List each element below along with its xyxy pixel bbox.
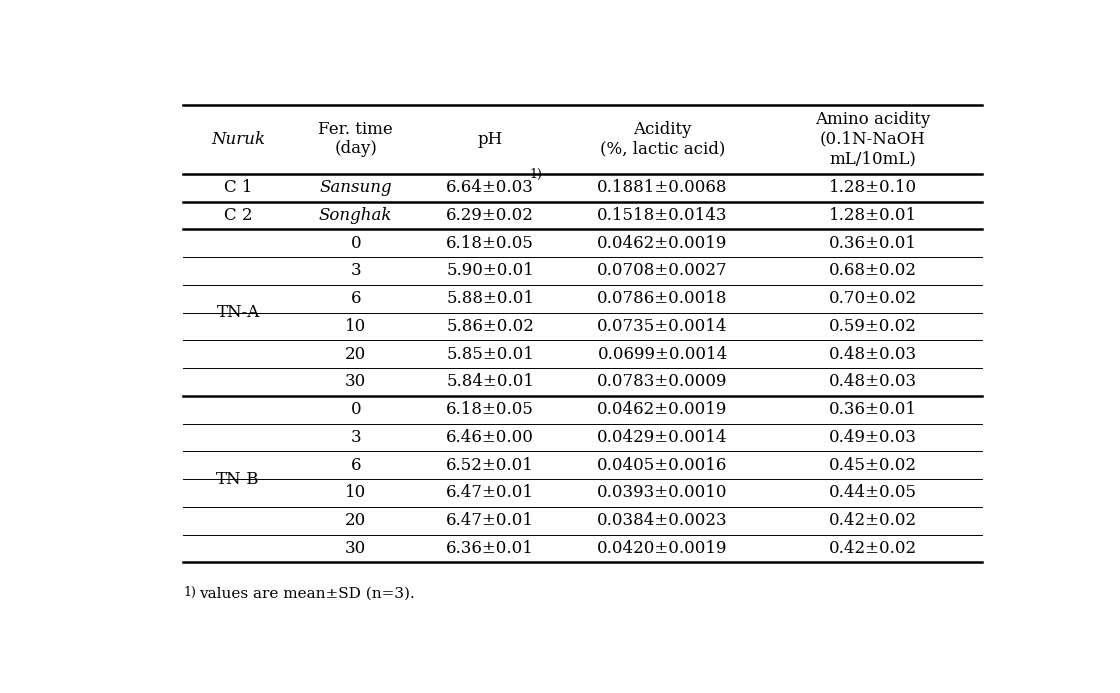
- Text: 20: 20: [345, 346, 366, 362]
- Text: 10: 10: [345, 484, 366, 502]
- Text: 30: 30: [345, 540, 366, 557]
- Text: 5.90±0.01: 5.90±0.01: [446, 263, 534, 279]
- Text: 0.48±0.03: 0.48±0.03: [829, 374, 917, 390]
- Text: 0.44±0.05: 0.44±0.05: [829, 484, 916, 502]
- Text: 0.59±0.02: 0.59±0.02: [829, 318, 916, 335]
- Text: 0.0462±0.0019: 0.0462±0.0019: [597, 401, 728, 419]
- Text: 0.36±0.01: 0.36±0.01: [829, 401, 916, 419]
- Text: pH: pH: [477, 131, 503, 148]
- Text: Nuruk: Nuruk: [211, 131, 265, 148]
- Text: 6: 6: [351, 290, 361, 307]
- Text: 0.0429±0.0014: 0.0429±0.0014: [597, 429, 728, 446]
- Text: 3: 3: [351, 429, 361, 446]
- Text: 10: 10: [345, 318, 366, 335]
- Text: 6.18±0.05: 6.18±0.05: [446, 235, 534, 252]
- Text: 5.85±0.01: 5.85±0.01: [446, 346, 534, 362]
- Text: 1): 1): [529, 168, 542, 181]
- Text: Songhak: Songhak: [319, 207, 392, 224]
- Text: 0.42±0.02: 0.42±0.02: [829, 512, 917, 529]
- Text: 0.0699±0.0014: 0.0699±0.0014: [597, 346, 728, 362]
- Text: C 2: C 2: [224, 207, 252, 224]
- Text: 20: 20: [345, 512, 366, 529]
- Text: 0.0462±0.0019: 0.0462±0.0019: [597, 235, 728, 252]
- Text: 0: 0: [351, 401, 361, 419]
- Text: 0.70±0.02: 0.70±0.02: [829, 290, 917, 307]
- Text: TN-A: TN-A: [216, 304, 260, 321]
- Text: 6.64±0.03: 6.64±0.03: [446, 179, 534, 196]
- Text: 0.1881±0.0068: 0.1881±0.0068: [597, 179, 728, 196]
- Text: C 1: C 1: [224, 179, 252, 196]
- Text: 0.0393±0.0010: 0.0393±0.0010: [597, 484, 728, 502]
- Text: 1.28±0.01: 1.28±0.01: [829, 207, 917, 224]
- Text: 0.45±0.02: 0.45±0.02: [829, 457, 916, 474]
- Text: 1.28±0.10: 1.28±0.10: [829, 179, 917, 196]
- Text: 6.36±0.01: 6.36±0.01: [446, 540, 534, 557]
- Text: 0.0783±0.0009: 0.0783±0.0009: [597, 374, 728, 390]
- Text: 3: 3: [351, 263, 361, 279]
- Text: Acidity
(%, lactic acid): Acidity (%, lactic acid): [600, 121, 726, 157]
- Text: 0.48±0.03: 0.48±0.03: [829, 346, 917, 362]
- Text: 6.29±0.02: 6.29±0.02: [446, 207, 534, 224]
- Text: 0.49±0.03: 0.49±0.03: [829, 429, 916, 446]
- Text: 5.88±0.01: 5.88±0.01: [446, 290, 534, 307]
- Text: Amino acidity
(0.1N-NaOH
mL/10mL): Amino acidity (0.1N-NaOH mL/10mL): [815, 111, 931, 167]
- Text: 5.84±0.01: 5.84±0.01: [446, 374, 534, 390]
- Text: 0.36±0.01: 0.36±0.01: [829, 235, 916, 252]
- Text: 0.0405±0.0016: 0.0405±0.0016: [597, 457, 728, 474]
- Text: 6.52±0.01: 6.52±0.01: [446, 457, 534, 474]
- Text: 30: 30: [345, 374, 366, 390]
- Text: 0.0420±0.0019: 0.0420±0.0019: [597, 540, 728, 557]
- Text: Sansung: Sansung: [319, 179, 392, 196]
- Text: 6: 6: [351, 457, 361, 474]
- Text: 1): 1): [184, 586, 196, 599]
- Text: 0.42±0.02: 0.42±0.02: [829, 540, 917, 557]
- Text: 6.47±0.01: 6.47±0.01: [446, 512, 534, 529]
- Text: 0.68±0.02: 0.68±0.02: [829, 263, 916, 279]
- Text: 0.1518±0.0143: 0.1518±0.0143: [597, 207, 728, 224]
- Text: 6.47±0.01: 6.47±0.01: [446, 484, 534, 502]
- Text: 6.46±0.00: 6.46±0.00: [446, 429, 534, 446]
- Text: 0: 0: [351, 235, 361, 252]
- Text: 0.0708±0.0027: 0.0708±0.0027: [597, 263, 728, 279]
- Text: values are mean±SD (n=3).: values are mean±SD (n=3).: [199, 586, 414, 600]
- Text: 0.0735±0.0014: 0.0735±0.0014: [597, 318, 728, 335]
- Text: TN-B: TN-B: [216, 471, 260, 488]
- Text: 0.0384±0.0023: 0.0384±0.0023: [597, 512, 728, 529]
- Text: 6.18±0.05: 6.18±0.05: [446, 401, 534, 419]
- Text: 5.86±0.02: 5.86±0.02: [446, 318, 534, 335]
- Text: Fer. time
(day): Fer. time (day): [318, 121, 393, 157]
- Text: 0.0786±0.0018: 0.0786±0.0018: [597, 290, 728, 307]
